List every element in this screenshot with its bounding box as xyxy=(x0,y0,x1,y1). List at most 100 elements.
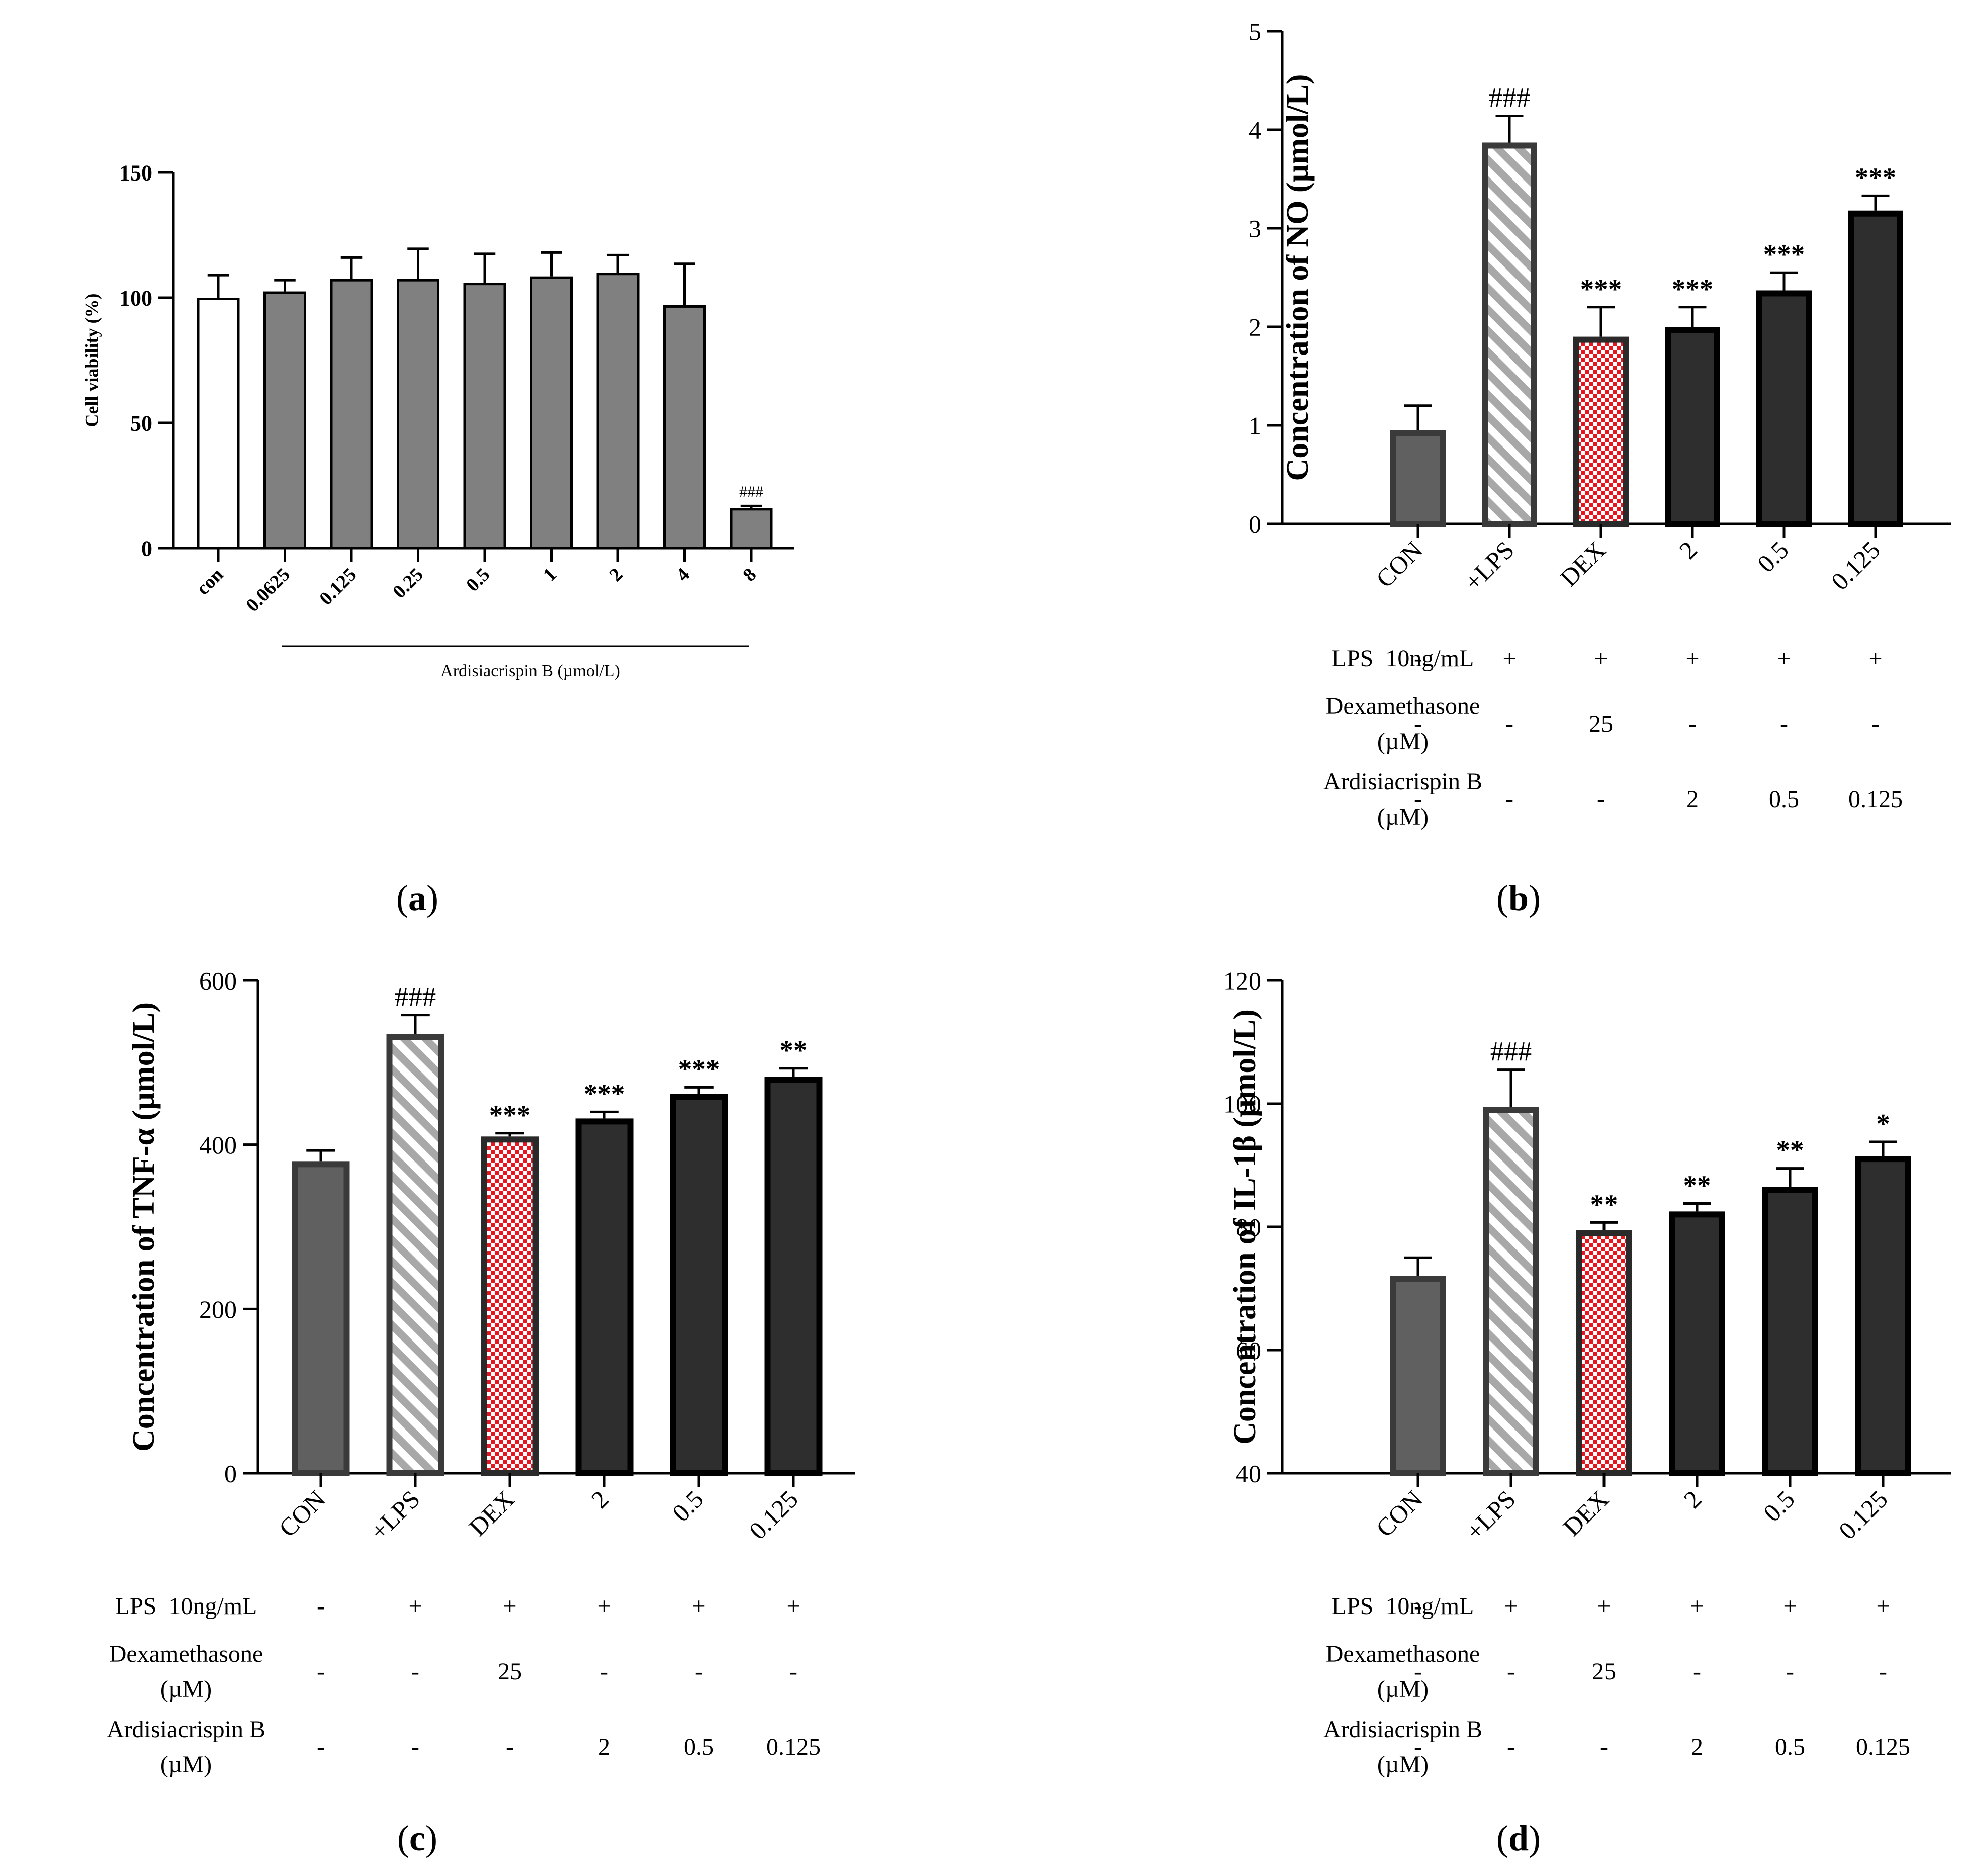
significance-label: ### xyxy=(1490,1036,1532,1067)
bar-0.0625 xyxy=(263,291,306,550)
treatment-cell: - xyxy=(695,1658,703,1685)
treatment-cell: + xyxy=(1868,645,1882,672)
y-tick-label: 100 xyxy=(1223,1090,1261,1118)
treatment-cell: - xyxy=(1879,1658,1887,1685)
treatment-cell: - xyxy=(1688,710,1697,737)
significance-label: *** xyxy=(1763,239,1805,270)
x-tick-label: 0.5 xyxy=(1752,535,1794,578)
treatment-row-unit: (µM) xyxy=(1377,728,1429,755)
panel-label: (c) xyxy=(397,1818,437,1858)
treatment-cell: - xyxy=(1780,710,1788,737)
x-tick-label: con xyxy=(192,564,227,599)
treatment-cell: - xyxy=(317,1658,325,1685)
significance-label: ** xyxy=(1683,1170,1711,1200)
bar-0.125 xyxy=(1848,210,1903,527)
bar-8 xyxy=(730,508,773,550)
treatment-cell: + xyxy=(1690,1593,1704,1620)
treatment-cell: + xyxy=(1876,1593,1890,1620)
treatment-row-label: Dexamethasone xyxy=(1326,693,1480,720)
x-tick-label: DEX xyxy=(1555,535,1611,592)
significance-label: ** xyxy=(1776,1135,1804,1166)
significance-label: ### xyxy=(739,482,763,500)
treatment-cell: - xyxy=(317,1593,325,1620)
treatment-cell: - xyxy=(1414,710,1422,737)
significance-label: ** xyxy=(1590,1189,1618,1219)
y-tick-label: 100 xyxy=(119,286,152,310)
significance-label: ** xyxy=(780,1035,808,1065)
y-axis-label: Concentration of NO (µmol/L) xyxy=(1281,74,1315,481)
significance-label: ### xyxy=(395,981,436,1012)
y-tick-label: 80 xyxy=(1236,1213,1261,1241)
x-tick-label: 2 xyxy=(1674,535,1703,564)
bar-0.25 xyxy=(397,279,439,550)
y-tick-label: 2 xyxy=(1248,313,1261,341)
significance-label: *** xyxy=(1672,274,1714,304)
x-tick-label: CON xyxy=(1371,535,1428,593)
y-tick-label: 60 xyxy=(1236,1336,1261,1365)
bar-2 xyxy=(1669,1211,1725,1476)
treatment-cell: + xyxy=(597,1593,611,1620)
treatment-cell: - xyxy=(1600,1734,1608,1760)
x-tick-label: 8 xyxy=(739,564,760,586)
x-tick-label: 2 xyxy=(586,1485,614,1513)
bar-2 xyxy=(596,273,640,550)
treatment-row-label: Ardisiacrispin B xyxy=(107,1716,265,1743)
treatment-cell: - xyxy=(1597,786,1605,813)
significance-label: *** xyxy=(489,1100,531,1130)
treatment-cell: + xyxy=(1685,645,1699,672)
x-tick-label: 0.125 xyxy=(744,1485,804,1545)
x-tick-label: CON xyxy=(274,1485,331,1542)
x-tick-label: 0.125 xyxy=(1826,535,1886,595)
chart-panel-d: 40 60 80 100 120 Concentration of IL-1β (µmol… xyxy=(1223,967,1951,1858)
treatment-cell: - xyxy=(1505,710,1513,737)
bar-DEX xyxy=(1573,336,1629,527)
bar-0.125 xyxy=(764,1077,823,1477)
treatment-row-unit: (µM) xyxy=(1377,1676,1429,1703)
bar-2 xyxy=(575,1118,634,1476)
treatment-row-unit: (µM) xyxy=(160,1676,212,1703)
treatment-cell: - xyxy=(1507,1658,1515,1685)
treatment-cell: - xyxy=(1414,1658,1422,1685)
x-tick-label: 0.25 xyxy=(389,564,427,603)
treatment-cell: - xyxy=(411,1734,419,1760)
treatment-cell: - xyxy=(1414,645,1422,672)
treatment-cell: + xyxy=(1783,1593,1797,1620)
bar-0.5 xyxy=(1756,290,1812,527)
y-tick-label: 50 xyxy=(130,411,152,435)
y-tick-label: 600 xyxy=(199,967,237,995)
treatment-cell: 0.125 xyxy=(1856,1734,1910,1760)
treatment-row-label: Ardisiacrispin B xyxy=(1323,768,1482,795)
treatment-cell: + xyxy=(503,1593,516,1620)
bar-0.5 xyxy=(1762,1187,1818,1476)
treatment-cell: 0.5 xyxy=(684,1734,714,1760)
x-tick-label: +LPS xyxy=(1459,535,1519,596)
y-tick-label: 1 xyxy=(1248,412,1261,440)
treatment-cell: 0.5 xyxy=(1775,1734,1805,1760)
x-tick-label: 2 xyxy=(1678,1485,1707,1513)
treatment-cell: + xyxy=(1502,645,1516,672)
x-tick-label: 0.125 xyxy=(315,564,361,609)
treatment-cell: - xyxy=(1505,786,1513,813)
x-tick-label: DEX xyxy=(1558,1485,1614,1541)
y-tick-label: 400 xyxy=(199,1131,237,1159)
bar-0.5 xyxy=(463,283,506,550)
treatment-cell: - xyxy=(1693,1658,1701,1685)
treatment-row-label: Dexamethasone xyxy=(109,1641,263,1667)
y-tick-label: 5 xyxy=(1248,18,1261,46)
significance-label: * xyxy=(1876,1108,1890,1139)
bar-+LPS xyxy=(386,1034,444,1477)
panel-label: (a) xyxy=(396,878,438,918)
treatment-row-unit: (µM) xyxy=(1377,803,1429,830)
x-tick-label: +LPS xyxy=(1460,1485,1521,1545)
significance-label: ### xyxy=(1489,82,1531,113)
significance-label: *** xyxy=(1580,274,1622,304)
bar-CON xyxy=(1390,1276,1446,1476)
treatment-cell: - xyxy=(1414,786,1422,813)
chart-panel-c: 0 200 400 600 Concentration of TNF-α (µmol/L… xyxy=(107,967,855,1858)
treatment-row-unit: (µM) xyxy=(1377,1751,1429,1778)
bar-2 xyxy=(1665,327,1720,527)
x-tick-label: CON xyxy=(1371,1485,1428,1542)
bar-0.125 xyxy=(1855,1156,1911,1476)
treatment-cell: - xyxy=(789,1658,797,1685)
